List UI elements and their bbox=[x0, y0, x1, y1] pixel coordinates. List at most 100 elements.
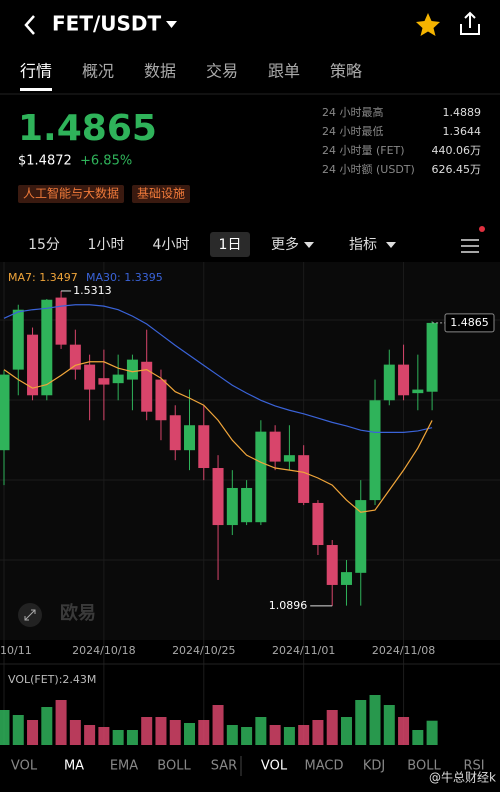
candle-body bbox=[0, 374, 10, 451]
indicator-tab[interactable]: BOLL bbox=[157, 759, 191, 774]
back-button[interactable] bbox=[24, 15, 35, 35]
volume-bar bbox=[255, 717, 267, 745]
volume-bar bbox=[212, 705, 224, 745]
candle-body bbox=[212, 468, 224, 526]
tab[interactable]: 跟单 bbox=[268, 62, 300, 81]
tab[interactable]: 策略 bbox=[330, 62, 362, 81]
pair-dropdown[interactable] bbox=[166, 21, 177, 28]
volume-bar bbox=[141, 717, 153, 745]
volume-bar bbox=[27, 720, 39, 745]
volume-bar bbox=[155, 717, 167, 745]
tag-bg bbox=[18, 185, 124, 203]
candle-body bbox=[169, 415, 181, 451]
volume-label: VOL(FET):2.43M bbox=[8, 673, 96, 686]
volume-bar bbox=[12, 715, 24, 745]
volume-bar bbox=[69, 720, 81, 745]
stat-value: 626.45万 bbox=[432, 163, 482, 176]
volume-bar bbox=[283, 727, 295, 745]
x-tick-label: 2024/10/25 bbox=[172, 644, 235, 657]
volume-bar bbox=[340, 717, 352, 745]
volume-bar bbox=[426, 720, 438, 745]
candle-body bbox=[12, 309, 24, 370]
last-price-label: 1.4865 bbox=[450, 316, 489, 329]
interval[interactable]: 15分 bbox=[28, 237, 60, 253]
share-icon[interactable] bbox=[460, 11, 480, 35]
x-tick-label: 2024/11/01 bbox=[272, 644, 335, 657]
indicator-tab[interactable]: KDJ bbox=[363, 759, 385, 774]
volume-bar bbox=[198, 720, 210, 745]
interval[interactable]: 1小时 bbox=[88, 237, 125, 253]
last-price-box bbox=[444, 313, 495, 333]
more-menu[interactable]: 更多 bbox=[271, 236, 299, 253]
candle-body bbox=[283, 455, 295, 462]
interval[interactable]: 4小时 bbox=[153, 237, 190, 253]
candle-body bbox=[226, 487, 238, 526]
stat-label: 24 小时最低 bbox=[322, 125, 384, 138]
stat-label: 24 小时量 (FET) bbox=[322, 144, 405, 157]
volume-bar bbox=[55, 700, 67, 745]
notification-dot bbox=[479, 226, 485, 232]
indicator-tab[interactable]: RSI bbox=[463, 759, 484, 774]
dropdown bbox=[386, 242, 396, 248]
tab-underline bbox=[20, 88, 52, 91]
stat-label: 24 小时额 (USDT) bbox=[322, 163, 415, 176]
volume-bar bbox=[126, 730, 138, 745]
tag: 人工智能与大数据 bbox=[23, 186, 119, 201]
volume-bar bbox=[241, 727, 253, 745]
expand-icon bbox=[24, 609, 36, 621]
last-price: 1.4865 bbox=[18, 108, 157, 149]
volume-bar bbox=[226, 725, 238, 745]
indicator-menu[interactable]: 指标 bbox=[349, 237, 377, 253]
low-label: 1.0896 bbox=[269, 599, 308, 612]
ma30-line bbox=[3, 304, 433, 433]
settings-icon[interactable] bbox=[461, 239, 479, 253]
price-change: +6.85% bbox=[80, 154, 132, 169]
candle-body bbox=[412, 389, 424, 394]
indicator-tab[interactable]: VOL bbox=[11, 759, 38, 774]
high-label: 1.5313 bbox=[73, 284, 112, 297]
pair-title[interactable]: FET/USDT bbox=[52, 12, 162, 36]
indicator-tab[interactable]: BOLL bbox=[407, 759, 441, 774]
candle-body bbox=[198, 425, 210, 469]
volume-bar bbox=[0, 710, 10, 745]
candle-body bbox=[426, 322, 438, 392]
volume-bar bbox=[298, 725, 310, 745]
tab[interactable]: 数据 bbox=[144, 62, 176, 81]
tab[interactable]: 行情 bbox=[20, 62, 52, 81]
footer-watermark: @牛总财经k bbox=[429, 770, 496, 785]
candle-body bbox=[241, 487, 253, 523]
candle-body bbox=[41, 299, 53, 396]
volume-bar bbox=[369, 695, 381, 745]
candle-body bbox=[141, 361, 153, 412]
indicator-tab[interactable]: SAR bbox=[211, 759, 237, 774]
indicator-tab[interactable]: MACD bbox=[305, 759, 344, 774]
x-tick-label: 2024/11/08 bbox=[372, 644, 435, 657]
candle-body bbox=[383, 364, 395, 401]
interval[interactable]: 1日 bbox=[219, 237, 242, 253]
indicator-tab[interactable]: EMA bbox=[110, 759, 138, 774]
x-tick-label: 2024/10/18 bbox=[72, 644, 135, 657]
favorite-star[interactable] bbox=[416, 13, 440, 36]
volume-bar bbox=[383, 705, 395, 745]
candle-body bbox=[398, 364, 410, 396]
tab[interactable]: 概况 bbox=[82, 62, 114, 81]
indicator-tab[interactable]: VOL bbox=[261, 759, 288, 774]
candle-body bbox=[112, 374, 124, 384]
candle-body bbox=[326, 545, 338, 585]
candle-body bbox=[255, 431, 267, 523]
stat-label: 24 小时最高 bbox=[322, 105, 384, 119]
candle-body bbox=[340, 572, 352, 585]
volume-bar bbox=[326, 710, 338, 745]
volume-bar bbox=[112, 730, 124, 745]
candle-body bbox=[355, 500, 367, 573]
stat-value: 1.4889 bbox=[443, 106, 482, 119]
tag: 基础设施 bbox=[137, 187, 185, 201]
stat-value: 1.3644 bbox=[443, 125, 482, 138]
volume-bar bbox=[184, 723, 196, 745]
x-tick-label: 10/11 bbox=[0, 644, 32, 657]
indicator-tab[interactable]: MA bbox=[64, 759, 84, 774]
candle-body bbox=[155, 379, 167, 421]
stat-value: 440.06万 bbox=[432, 144, 482, 157]
tab[interactable]: 交易 bbox=[206, 62, 238, 81]
